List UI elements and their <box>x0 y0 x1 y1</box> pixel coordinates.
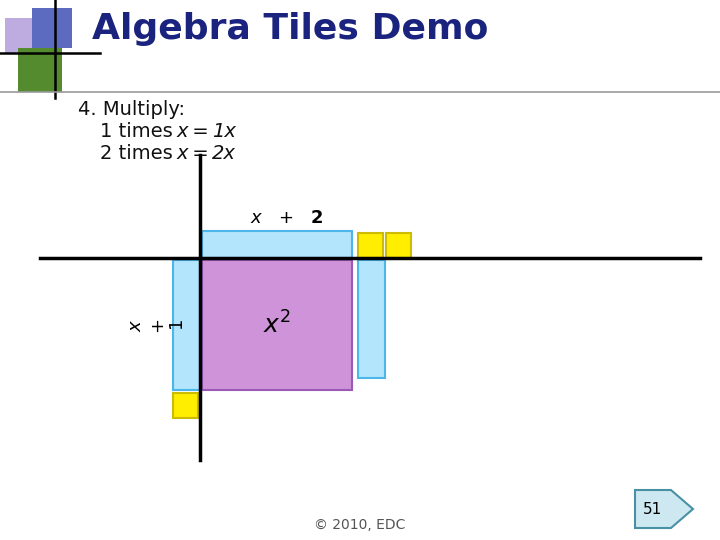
Bar <box>358 260 385 378</box>
Text: x: x <box>176 144 187 163</box>
Bar <box>173 393 198 418</box>
Bar <box>18 48 62 92</box>
Text: $\mathit{x}$   +   $\mathbf{2}$: $\mathit{x}$ + $\mathbf{2}$ <box>251 209 324 227</box>
Bar <box>202 231 352 258</box>
Bar <box>173 260 200 390</box>
Text: 1 times: 1 times <box>100 122 179 141</box>
Text: 2x: 2x <box>212 144 236 163</box>
Text: © 2010, EDC: © 2010, EDC <box>315 518 405 532</box>
Text: 2 times: 2 times <box>100 144 179 163</box>
Text: 51: 51 <box>643 502 662 516</box>
Text: $\mathit{x}^2$: $\mathit{x}^2$ <box>263 312 291 339</box>
Text: =: = <box>186 122 215 141</box>
Bar <box>32 8 72 48</box>
Polygon shape <box>635 490 693 528</box>
Text: =: = <box>186 144 215 163</box>
Text: $\mathit{x}$
+
$\mathit{1}$: $\mathit{x}$ + $\mathit{1}$ <box>127 318 186 333</box>
Bar <box>386 233 411 258</box>
Text: 4. Multiply:: 4. Multiply: <box>78 100 185 119</box>
Text: Algebra Tiles Demo: Algebra Tiles Demo <box>92 12 488 46</box>
Bar <box>358 233 383 258</box>
Text: 1x: 1x <box>212 122 236 141</box>
Bar <box>5 18 41 54</box>
Bar <box>202 260 352 390</box>
Text: x: x <box>176 122 187 141</box>
